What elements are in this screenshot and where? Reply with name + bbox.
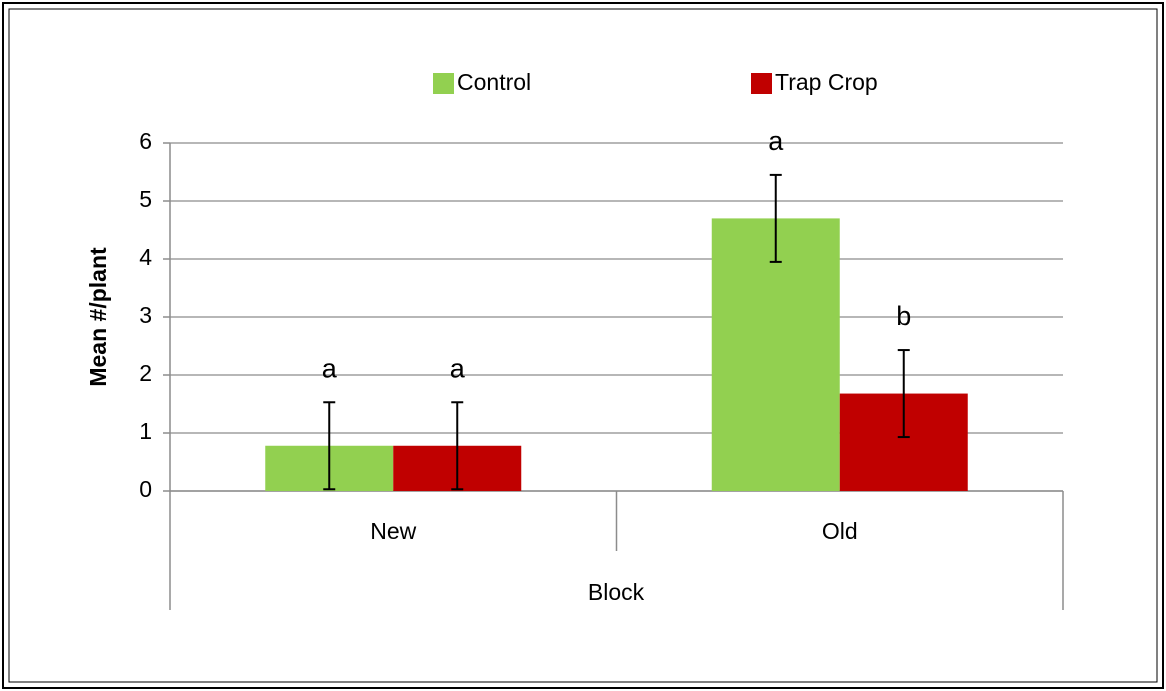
error-bar — [897, 349, 910, 439]
legend-label: Trap Crop — [775, 69, 878, 95]
x-tick-label: Old — [822, 518, 858, 544]
x-axis-label: Block — [588, 579, 645, 605]
error-bar — [323, 401, 336, 491]
significance-letter: a — [450, 353, 466, 383]
inner-frame — [8, 8, 1158, 683]
error-bar — [769, 173, 782, 263]
y-tick-label: 5 — [139, 186, 152, 212]
y-axis-label: Mean #/plant — [85, 247, 111, 387]
significance-letter: b — [896, 301, 911, 331]
y-tick-label: 3 — [139, 302, 152, 328]
y-tick-label: 4 — [139, 244, 152, 270]
y-tick-label: 6 — [139, 128, 152, 154]
error-bar — [451, 401, 464, 491]
legend-swatch — [751, 73, 772, 94]
x-tick-label: New — [370, 518, 416, 544]
y-tick-label: 2 — [139, 360, 152, 386]
legend-swatch — [433, 73, 454, 94]
legend-label: Control — [457, 69, 531, 95]
significance-letter: a — [322, 353, 338, 383]
bar — [711, 218, 840, 491]
y-tick-label: 1 — [139, 418, 152, 444]
significance-letter: a — [768, 126, 784, 156]
y-tick-label: 0 — [139, 476, 152, 502]
